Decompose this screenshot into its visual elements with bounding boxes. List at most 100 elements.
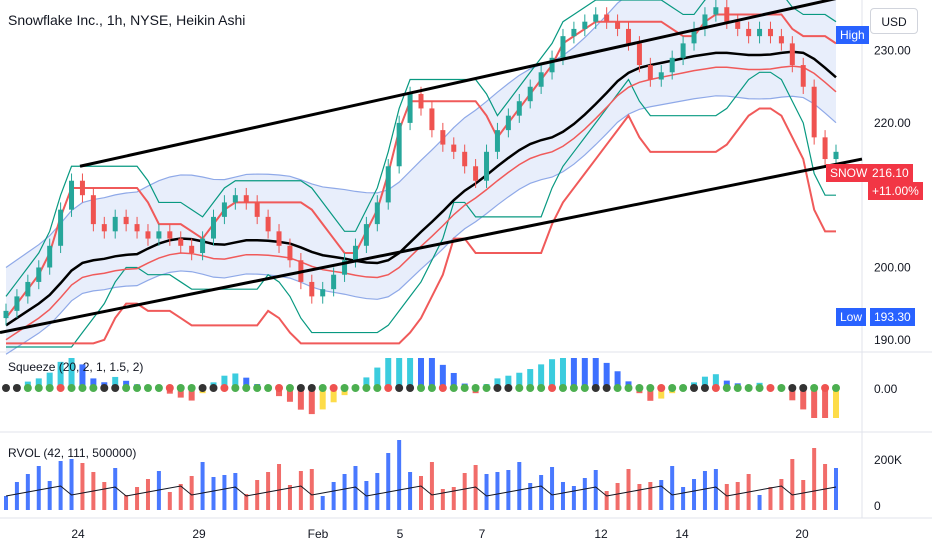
candle-body	[767, 28, 773, 37]
squeeze-bar	[658, 388, 665, 399]
symbol-tag-badge: SNOW	[826, 164, 872, 182]
squeeze-bar	[308, 388, 315, 415]
candle-body	[178, 238, 184, 246]
candle-body	[582, 21, 588, 29]
rvol-bar	[812, 448, 817, 510]
rvol-bar	[145, 479, 150, 510]
squeeze-dot	[340, 384, 349, 392]
candle-body	[309, 281, 315, 297]
rvol-bar	[801, 480, 806, 510]
candle-body	[538, 72, 544, 87]
candle-body	[571, 28, 577, 37]
squeeze-dot	[646, 384, 655, 392]
candle-body	[25, 281, 31, 297]
candle-body	[265, 216, 271, 232]
candle-body	[516, 101, 522, 116]
candle-body	[626, 28, 631, 44]
squeeze-dot	[176, 384, 185, 392]
squeeze-dot	[111, 384, 120, 392]
rvol-bar	[550, 467, 555, 510]
rvol-bar	[626, 469, 631, 510]
squeeze-dot	[580, 384, 589, 392]
squeeze-dot	[285, 384, 294, 392]
candle-body	[724, 7, 730, 22]
squeeze-dot	[679, 384, 688, 392]
channel-upper-line	[79, 0, 837, 168]
candle-body	[746, 28, 752, 37]
candle-body	[593, 14, 599, 22]
rvol-bar	[342, 474, 347, 510]
candle-body	[604, 14, 610, 22]
rvol-bar	[648, 482, 653, 510]
squeeze-bar	[396, 358, 403, 388]
squeeze-dot	[253, 384, 262, 392]
squeeze-bar	[603, 362, 610, 388]
squeeze-bar	[549, 359, 556, 388]
squeeze-bar	[811, 388, 818, 418]
squeeze-dot	[493, 384, 502, 392]
squeeze-dot	[275, 384, 284, 392]
time-tick-label: 12	[594, 527, 608, 541]
rvol-bar	[571, 486, 576, 510]
candle-body	[549, 57, 555, 73]
squeeze-dot	[471, 384, 480, 392]
currency-button[interactable]: USD	[870, 8, 918, 34]
candle-body	[331, 274, 337, 290]
price-tick-label: 230.00	[874, 44, 911, 58]
rvol-bar	[768, 487, 773, 510]
squeeze-dot	[449, 384, 458, 392]
squeeze-dot	[690, 384, 699, 392]
squeeze-dot	[133, 384, 142, 392]
squeeze-dot	[788, 384, 797, 392]
rvol-bar	[386, 453, 391, 510]
rvol-bar	[266, 472, 271, 510]
time-tick-label: 20	[795, 527, 809, 541]
candle-body	[79, 180, 85, 196]
rvol-bar	[14, 482, 19, 510]
squeeze-dot	[744, 384, 753, 392]
rvol-bar	[408, 472, 413, 510]
squeeze-bar	[516, 372, 523, 388]
squeeze-dot	[242, 384, 251, 392]
squeeze-bar	[363, 377, 370, 388]
candle-body	[276, 231, 282, 246]
squeeze-dot	[220, 384, 229, 392]
squeeze-bar	[428, 358, 435, 388]
rvol-histogram	[4, 440, 838, 510]
channel-lower-line	[0, 157, 863, 335]
squeeze-dot	[602, 384, 611, 392]
candle-body	[58, 209, 64, 246]
rvol-bar	[222, 475, 227, 510]
candle-body	[473, 166, 479, 181]
candle-body	[735, 21, 741, 29]
candle-body	[134, 224, 140, 232]
candle-body	[800, 65, 806, 87]
squeeze-bar	[701, 376, 708, 388]
squeeze-dot	[799, 384, 808, 392]
candle-body	[167, 231, 173, 239]
green-upper-band	[5, 0, 837, 297]
squeeze-bar	[614, 371, 621, 388]
rvol-bar	[484, 474, 489, 510]
squeeze-bar	[570, 358, 577, 388]
squeeze-bar	[188, 388, 195, 401]
rvol-bar	[353, 466, 358, 510]
candle-body	[833, 151, 839, 160]
cloud-upper-line	[5, 0, 623, 268]
rvol-bar	[233, 473, 238, 510]
candle-body	[3, 310, 9, 319]
squeeze-dot	[657, 384, 666, 392]
rvol-bar	[670, 466, 675, 510]
squeeze-dot	[777, 384, 786, 392]
candle-body	[90, 195, 96, 225]
rvol-bar	[277, 464, 282, 510]
squeeze-dot	[12, 384, 21, 392]
squeeze-dot	[515, 384, 524, 392]
squeeze-dot	[2, 384, 10, 392]
candle-body	[363, 224, 369, 246]
squeeze-dot	[318, 384, 327, 392]
rvol-bar	[528, 483, 533, 510]
candle-body	[254, 202, 260, 217]
rvol-bar	[178, 484, 183, 510]
rvol-bar	[615, 483, 620, 510]
